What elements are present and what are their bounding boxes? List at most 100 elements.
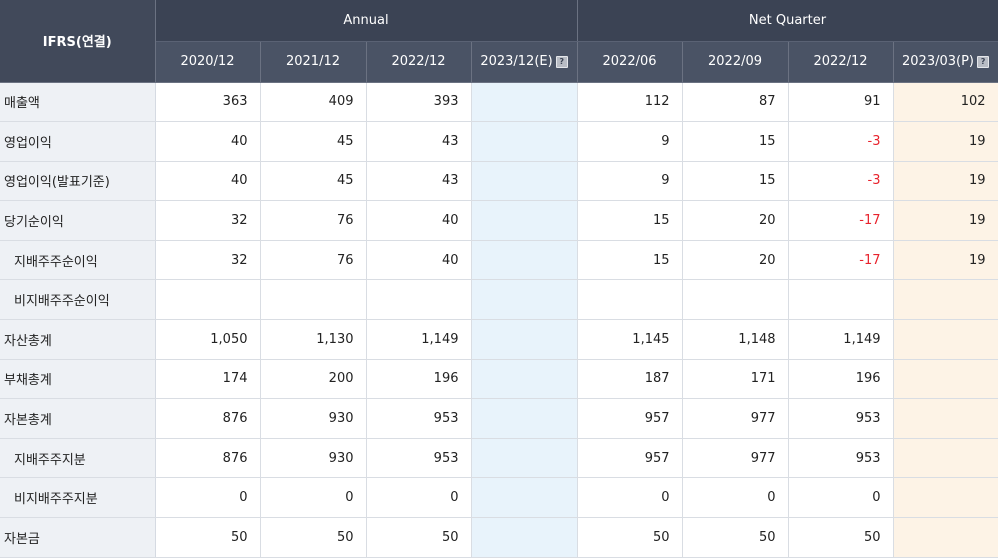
row-label: 부채총계 xyxy=(0,359,156,400)
table-cell: -3 xyxy=(788,121,894,162)
table-cell xyxy=(893,279,998,321)
table-cell: 0 xyxy=(577,477,683,519)
table-cell xyxy=(471,438,578,479)
table-corner-header: IFRS(연결) xyxy=(0,0,156,83)
table-cell: 43 xyxy=(366,121,472,162)
table-cell xyxy=(471,82,578,123)
table-row: 영업이익 40 45 43 9 15 -3 19 xyxy=(0,121,998,162)
table-cell xyxy=(471,477,578,519)
table-cell: 930 xyxy=(260,438,367,479)
table-row: 지배주주지분 876 930 953 957 977 953 xyxy=(0,438,998,479)
table-cell: 1,149 xyxy=(788,319,894,360)
table-row: 당기순이익 32 76 40 15 20 -17 19 xyxy=(0,200,998,241)
row-label: 지배주주순이익 xyxy=(0,240,156,281)
table-cell: 1,050 xyxy=(155,319,261,360)
table-cell: 40 xyxy=(155,161,261,202)
table-cell: 15 xyxy=(682,121,789,162)
table-cell: 876 xyxy=(155,438,261,479)
table-cell: 957 xyxy=(577,398,683,439)
table-cell xyxy=(577,279,683,321)
table-cell: 953 xyxy=(788,398,894,439)
table-cell: 876 xyxy=(155,398,261,439)
table-row: 영업이익(발표기준) 40 45 43 9 15 -3 19 xyxy=(0,161,998,202)
table-cell: 45 xyxy=(260,121,367,162)
table-cell: 50 xyxy=(260,517,367,558)
table-cell: 977 xyxy=(682,398,789,439)
table-cell: 1,149 xyxy=(366,319,472,360)
table-cell: 40 xyxy=(366,240,472,281)
table-cell: 409 xyxy=(260,82,367,123)
row-label: 자본금 xyxy=(0,517,156,558)
table-cell xyxy=(366,279,472,321)
table-cell: -17 xyxy=(788,200,894,241)
table-cell: 20 xyxy=(682,240,789,281)
table-cell: 393 xyxy=(366,82,472,123)
table-row: 지배주주순이익 32 76 40 15 20 -17 19 xyxy=(0,240,998,281)
table-cell: -3 xyxy=(788,161,894,202)
table-cell: 0 xyxy=(155,477,261,519)
info-icon[interactable]: ? xyxy=(977,56,990,68)
table-cell xyxy=(471,200,578,241)
table-cell: 19 xyxy=(893,200,998,241)
table-cell: 19 xyxy=(893,121,998,162)
period-header-annual-2020-12: 2020/12 xyxy=(155,41,261,83)
period-header-quarter-2023-03-provisional: 2023/03(P)? xyxy=(893,41,998,83)
table-cell xyxy=(471,121,578,162)
info-icon[interactable]: ? xyxy=(555,56,568,68)
table-cell: 50 xyxy=(155,517,261,558)
table-body: 매출액 363 409 393 112 87 91 102 영업이익 40 45 43 9 15 -3 19 영… xyxy=(0,82,998,558)
table-row: 자본총계 876 930 953 957 977 953 xyxy=(0,398,998,439)
table-cell xyxy=(682,279,789,321)
table-cell: 196 xyxy=(366,359,472,400)
table-cell: 0 xyxy=(682,477,789,519)
table-cell xyxy=(788,279,894,321)
table-cell: 19 xyxy=(893,161,998,202)
table-cell xyxy=(893,477,998,519)
table-cell: 0 xyxy=(260,477,367,519)
table-row: 자본금 50 50 50 50 50 50 xyxy=(0,517,998,558)
table-cell: 87 xyxy=(682,82,789,123)
row-label: 자본총계 xyxy=(0,398,156,439)
table-cell: 187 xyxy=(577,359,683,400)
period-header-annual-2023-12-estimate: 2023/12(E)? xyxy=(471,41,578,83)
table-cell xyxy=(893,319,998,360)
table-cell: 32 xyxy=(155,200,261,241)
table-cell: 76 xyxy=(260,200,367,241)
table-cell: 15 xyxy=(682,161,789,202)
row-label: 매출액 xyxy=(0,82,156,123)
table-cell: 977 xyxy=(682,438,789,479)
table-cell: 196 xyxy=(788,359,894,400)
table-cell: 0 xyxy=(366,477,472,519)
table-cell: -17 xyxy=(788,240,894,281)
table-cell: 953 xyxy=(788,438,894,479)
table-cell xyxy=(471,359,578,400)
table-cell: 1,145 xyxy=(577,319,683,360)
table-cell: 50 xyxy=(577,517,683,558)
table-cell xyxy=(471,240,578,281)
table-cell xyxy=(893,517,998,558)
period-header-quarter-2022-06: 2022/06 xyxy=(577,41,683,83)
table-cell: 174 xyxy=(155,359,261,400)
table-cell xyxy=(471,319,578,360)
table-cell: 9 xyxy=(577,121,683,162)
table-cell: 112 xyxy=(577,82,683,123)
period-header-annual-2022-12: 2022/12 xyxy=(366,41,472,83)
table-cell: 19 xyxy=(893,240,998,281)
period-header-quarter-2022-12: 2022/12 xyxy=(788,41,894,83)
row-label: 영업이익 xyxy=(0,121,156,162)
table-cell: 40 xyxy=(366,200,472,241)
table-cell: 15 xyxy=(577,200,683,241)
table-cell: 953 xyxy=(366,438,472,479)
annual-group-header: Annual xyxy=(155,0,578,42)
row-label: 비지배주주지분 xyxy=(0,477,156,519)
table-cell: 76 xyxy=(260,240,367,281)
table-cell: 930 xyxy=(260,398,367,439)
table-cell xyxy=(471,398,578,439)
table-cell: 50 xyxy=(682,517,789,558)
row-label: 영업이익(발표기준) xyxy=(0,161,156,202)
row-label: 지배주주지분 xyxy=(0,438,156,479)
table-cell xyxy=(471,161,578,202)
table-cell: 1,148 xyxy=(682,319,789,360)
table-cell: 0 xyxy=(788,477,894,519)
table-row: 부채총계 174 200 196 187 171 196 xyxy=(0,359,998,400)
